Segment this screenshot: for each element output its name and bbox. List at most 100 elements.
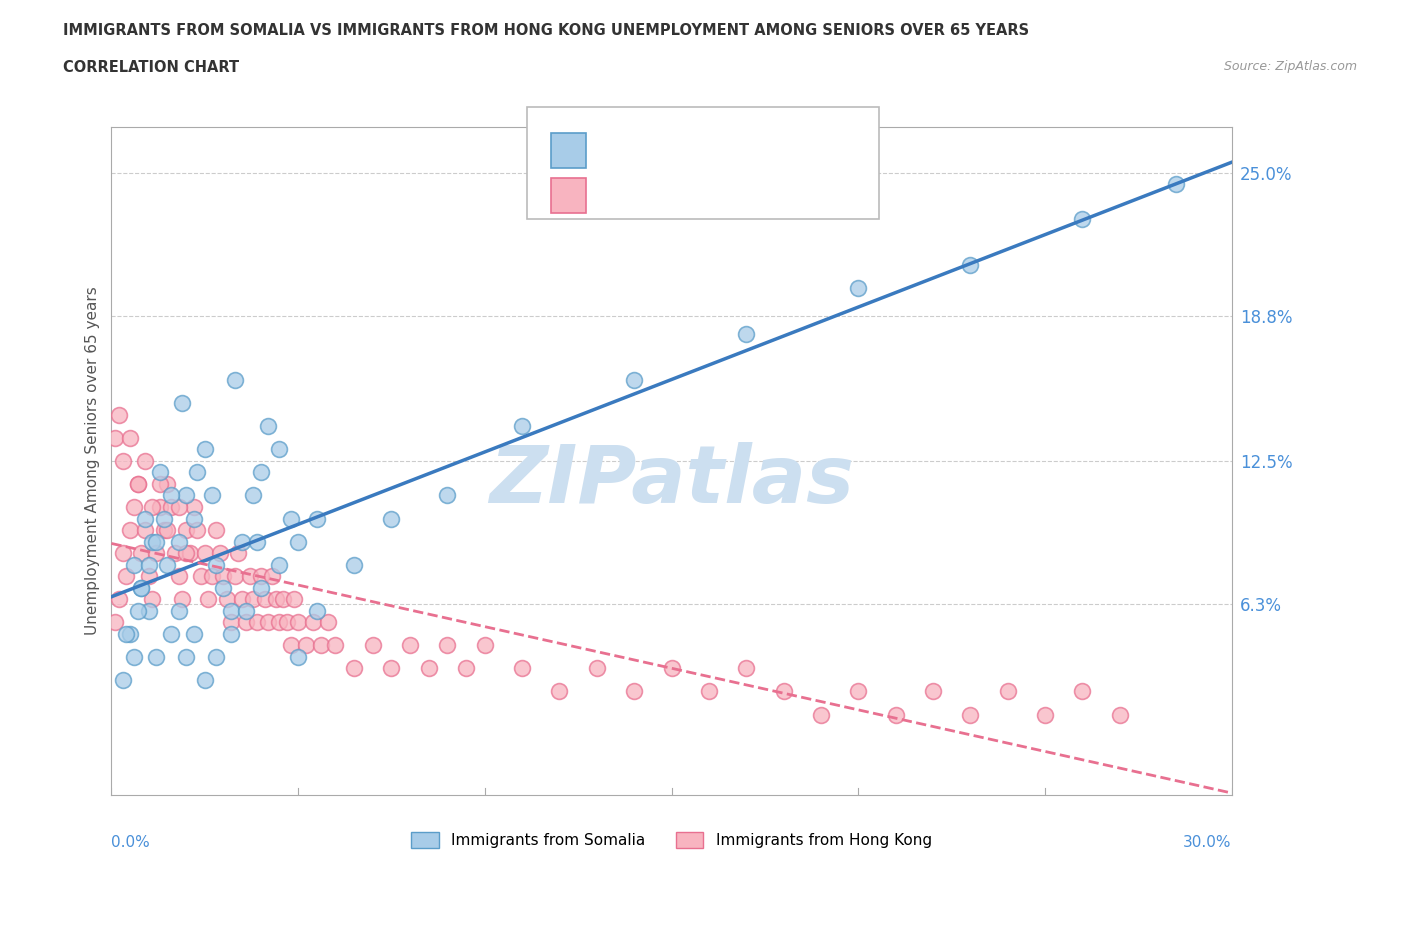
Point [264, 591, 287, 606]
Point [623, 373, 645, 388]
Point [145, 534, 167, 549]
Point [280, 512, 302, 526]
Point [219, 615, 242, 630]
Point [260, 569, 283, 584]
Point [269, 557, 291, 572]
Point [287, 534, 309, 549]
Point [922, 684, 945, 699]
Point [197, 591, 219, 606]
Point [160, 499, 183, 514]
Point [138, 604, 160, 618]
Point [325, 638, 347, 653]
Point [201, 569, 224, 584]
Point [174, 523, 197, 538]
Point [228, 546, 250, 561]
Point [141, 499, 163, 514]
Point [224, 373, 246, 388]
Point [115, 627, 138, 642]
Text: R =: R = [598, 188, 631, 203]
Point [127, 604, 149, 618]
Point [134, 512, 156, 526]
Point [212, 580, 235, 595]
Point [122, 557, 145, 572]
Point [134, 454, 156, 469]
Point [186, 465, 208, 480]
Point [1108, 707, 1130, 722]
Point [129, 580, 152, 595]
Point [276, 615, 298, 630]
Point [205, 523, 228, 538]
Point [149, 499, 172, 514]
Point [287, 649, 309, 664]
Point [242, 488, 264, 503]
Point [269, 615, 291, 630]
Point [156, 523, 179, 538]
Text: 30.0%: 30.0% [1182, 835, 1232, 850]
Point [167, 499, 190, 514]
Point [205, 649, 228, 664]
Point [179, 546, 201, 561]
Point [111, 672, 134, 687]
Point [510, 661, 533, 676]
Point [269, 442, 291, 457]
Point [174, 488, 197, 503]
Point [152, 523, 174, 538]
Point [305, 512, 328, 526]
Point [436, 638, 458, 653]
Point [194, 672, 217, 687]
Point [239, 569, 262, 584]
Point [735, 661, 758, 676]
Point [456, 661, 478, 676]
Text: Source: ZipAtlas.com: Source: ZipAtlas.com [1223, 60, 1357, 73]
Point [510, 418, 533, 433]
Point [149, 465, 172, 480]
Point [287, 615, 309, 630]
Y-axis label: Unemployment Among Seniors over 65 years: Unemployment Among Seniors over 65 years [86, 286, 100, 635]
Point [160, 627, 183, 642]
Point [120, 431, 142, 445]
Point [167, 604, 190, 618]
Point [235, 604, 257, 618]
Point [122, 649, 145, 664]
Text: ZIPatlas: ZIPatlas [489, 442, 853, 520]
Point [172, 591, 194, 606]
Point [138, 569, 160, 584]
Point [623, 684, 645, 699]
Point [208, 546, 231, 561]
Point [138, 557, 160, 572]
Point [160, 488, 183, 503]
Point [127, 476, 149, 491]
Point [772, 684, 794, 699]
Point [201, 488, 224, 503]
Text: IMMIGRANTS FROM SOMALIA VS IMMIGRANTS FROM HONG KONG UNEMPLOYMENT AMONG SENIORS : IMMIGRANTS FROM SOMALIA VS IMMIGRANTS FR… [63, 23, 1029, 38]
Point [959, 258, 981, 272]
Point [194, 442, 217, 457]
Point [249, 569, 271, 584]
Point [163, 546, 186, 561]
Point [104, 615, 127, 630]
Point [1164, 177, 1187, 192]
Point [190, 569, 212, 584]
Point [305, 604, 328, 618]
Point [127, 476, 149, 491]
Point [219, 627, 242, 642]
Point [111, 454, 134, 469]
Point [174, 649, 197, 664]
Point [474, 638, 496, 653]
Point [129, 580, 152, 595]
Point [846, 281, 869, 296]
Point [585, 661, 607, 676]
Point [1033, 707, 1056, 722]
Point [1071, 684, 1094, 699]
Point [183, 512, 205, 526]
Point [120, 523, 142, 538]
Point [219, 604, 242, 618]
Point [186, 523, 208, 538]
Point [231, 591, 253, 606]
Text: 0.0%: 0.0% [111, 835, 150, 850]
Point [120, 627, 142, 642]
Point [217, 591, 239, 606]
Point [249, 465, 271, 480]
Point [183, 627, 205, 642]
Text: R =: R = [598, 143, 631, 158]
